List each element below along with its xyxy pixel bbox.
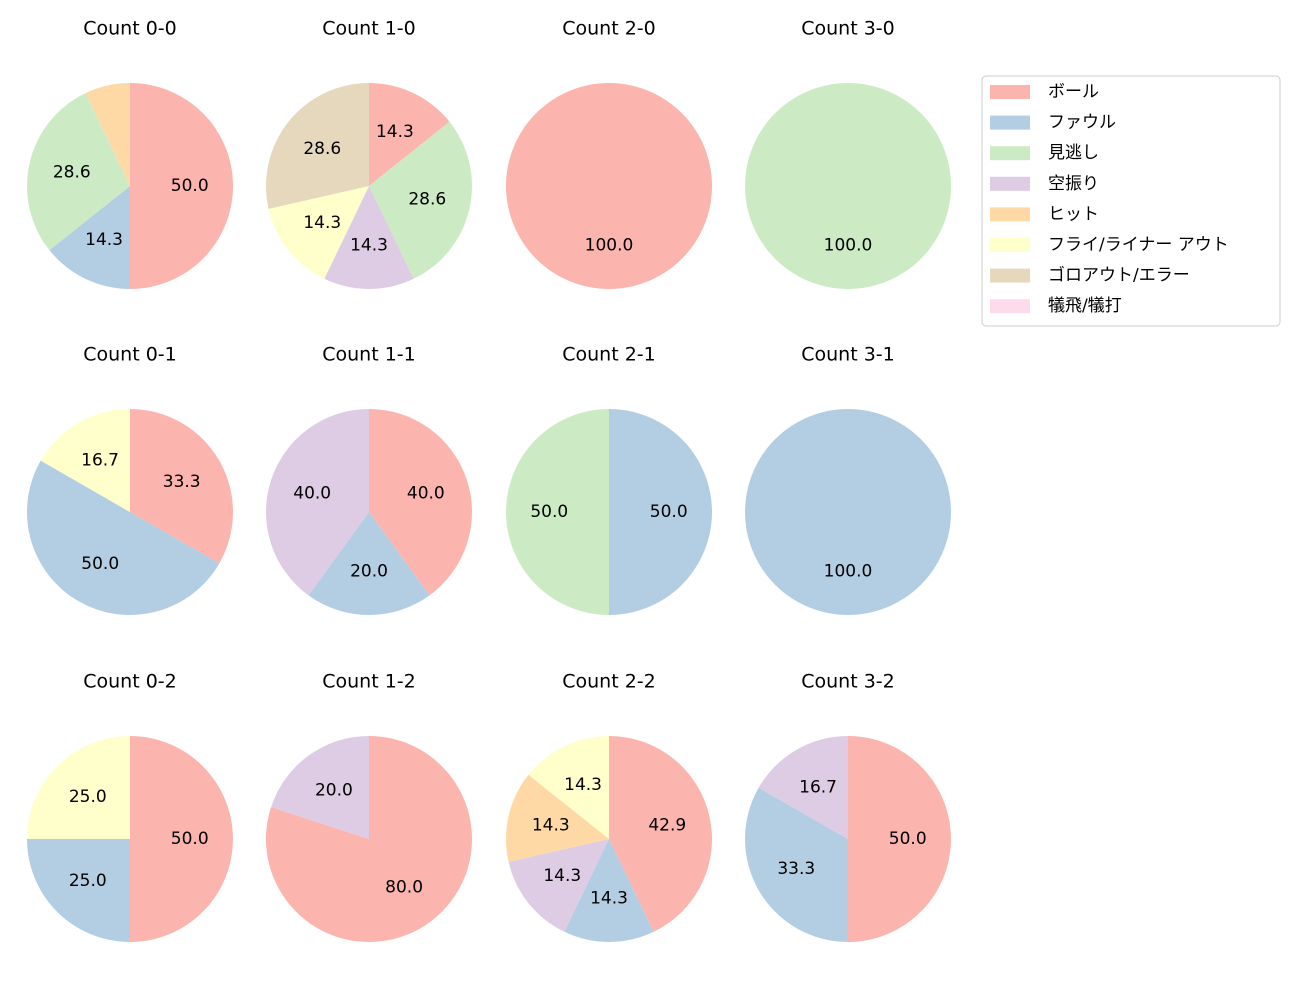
pie-slice [27, 839, 130, 942]
pie-slice [369, 121, 473, 279]
legend-label: フライ/ライナー アウト [1048, 235, 1229, 255]
pie-slice [609, 409, 712, 615]
pie-slice [745, 409, 951, 615]
value-label: 20.0 [350, 562, 388, 582]
pie-slice [308, 512, 430, 615]
pie-slice [528, 736, 609, 839]
pie-title: Count 1-1 [322, 344, 416, 366]
pie-slice [324, 186, 414, 289]
pie-slice [27, 736, 130, 839]
legend-swatch [990, 115, 1030, 130]
pie-slice [506, 409, 609, 615]
pie-slice [848, 736, 951, 942]
legend-label: ゴロアウト/エラー [1048, 265, 1190, 286]
value-label: 100.0 [585, 236, 634, 256]
pie-title: Count 3-0 [801, 18, 895, 40]
legend-label: ファウル [1048, 113, 1116, 133]
value-label: 14.3 [85, 230, 123, 250]
value-label: 28.6 [53, 163, 91, 183]
value-label: 28.6 [303, 139, 341, 159]
value-label: 40.0 [293, 484, 331, 504]
pie-title: Count 2-2 [562, 671, 656, 693]
pie-slice [85, 83, 130, 186]
legend-swatch [990, 207, 1030, 222]
value-label: 33.3 [163, 472, 201, 492]
value-label: 28.6 [408, 189, 446, 209]
value-label: 40.0 [407, 484, 445, 504]
pie-slice [266, 409, 369, 596]
pie-slice [130, 409, 234, 564]
pie-slice [745, 787, 848, 942]
pie-slice [369, 409, 472, 596]
value-label: 14.3 [303, 213, 341, 233]
pie-slice [49, 186, 131, 289]
pie-slice [40, 409, 130, 512]
legend-label: 見逃し [1048, 143, 1099, 163]
pie-title: Count 0-2 [83, 671, 177, 693]
legend-label: ヒット [1048, 204, 1099, 224]
value-label: 14.3 [376, 122, 414, 142]
value-label: 50.0 [171, 176, 209, 196]
pie-slice [130, 83, 233, 289]
value-label: 100.0 [824, 562, 873, 582]
value-label: 50.0 [81, 554, 119, 574]
legend-swatch [990, 176, 1030, 191]
value-label: 50.0 [171, 829, 209, 849]
value-label: 14.3 [590, 889, 628, 909]
legend-swatch [990, 85, 1030, 99]
legend-box [981, 75, 1281, 327]
pie-slice [508, 839, 609, 932]
pie-slice [506, 774, 609, 862]
pie-slice [745, 83, 951, 289]
pie-title: Count 1-2 [322, 671, 416, 693]
value-label: 25.0 [69, 871, 107, 891]
value-label: 50.0 [889, 829, 927, 849]
legend-label: 犠飛/犠打 [1048, 296, 1122, 316]
value-label: 14.3 [543, 866, 581, 886]
value-label: 25.0 [69, 787, 107, 807]
value-label: 14.3 [532, 816, 570, 836]
legend-swatch [990, 299, 1030, 314]
pie-title: Count 1-0 [322, 18, 416, 40]
pie-title: Count 0-1 [83, 344, 177, 366]
legend-swatch [990, 238, 1030, 252]
pie-slice [130, 736, 233, 942]
pie-slice [564, 839, 654, 942]
pie-slice [26, 460, 220, 615]
value-label: 16.7 [799, 777, 837, 797]
pie-slice [369, 83, 450, 186]
value-label: 16.7 [81, 450, 119, 470]
value-label: 14.3 [350, 236, 388, 256]
pie-title: Count 3-1 [801, 344, 895, 366]
legend-swatch [990, 268, 1030, 283]
pie-slice [506, 83, 712, 289]
value-label: 20.0 [315, 781, 353, 801]
pie-slice [266, 83, 369, 209]
value-label: 50.0 [530, 502, 568, 522]
value-label: 14.3 [564, 775, 602, 795]
value-label: 80.0 [385, 877, 423, 897]
legend-label: ボール [1048, 82, 1099, 102]
value-label: 42.9 [648, 816, 686, 836]
pie-title: Count 2-0 [562, 18, 656, 40]
value-label: 100.0 [824, 236, 873, 256]
pie-slice [268, 186, 369, 279]
legend-label: 空振り [1048, 174, 1099, 194]
pie-slice [609, 736, 713, 932]
legend-swatch [990, 146, 1030, 161]
value-label: 50.0 [650, 502, 688, 522]
pie-title: Count 2-1 [562, 344, 656, 366]
pie-slice [758, 736, 848, 839]
pie-title: Count 0-0 [83, 18, 177, 40]
pie-slice [27, 93, 130, 251]
value-label: 33.3 [777, 859, 815, 879]
pie-slice [271, 736, 369, 839]
pie-title: Count 3-2 [801, 671, 895, 693]
